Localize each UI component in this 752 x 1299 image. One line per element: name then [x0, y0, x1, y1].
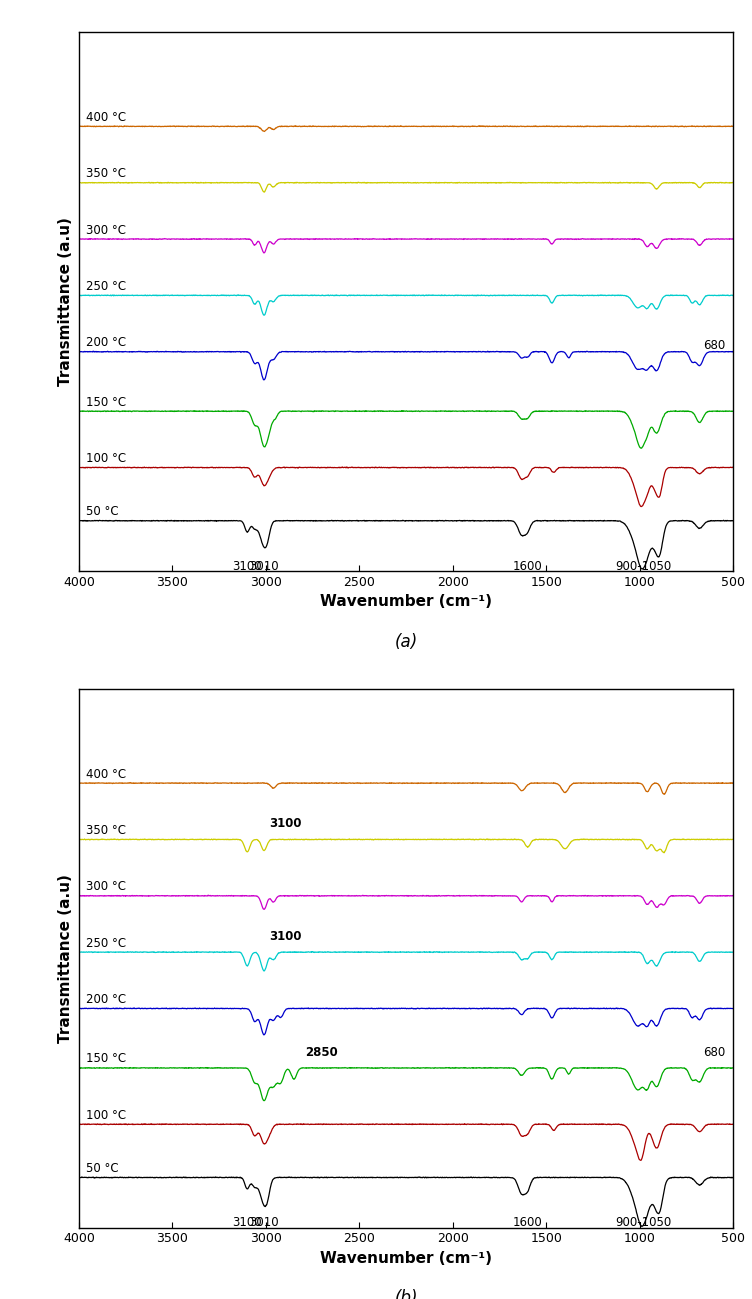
- Text: 50 °C: 50 °C: [86, 1163, 119, 1176]
- Text: 350 °C: 350 °C: [86, 824, 126, 837]
- Text: 100 °C: 100 °C: [86, 1109, 126, 1122]
- Text: 3100: 3100: [232, 1216, 262, 1229]
- Text: 3100: 3100: [270, 817, 302, 830]
- Text: 680: 680: [703, 1046, 726, 1059]
- Text: 680: 680: [703, 339, 726, 352]
- Text: 150 °C: 150 °C: [86, 396, 126, 409]
- Text: 900-1050: 900-1050: [615, 1216, 672, 1229]
- Text: 300 °C: 300 °C: [86, 881, 126, 894]
- X-axis label: Wavenumber (cm⁻¹): Wavenumber (cm⁻¹): [320, 594, 492, 609]
- Text: 300 °C: 300 °C: [86, 223, 126, 236]
- Y-axis label: Transmittance (a.u): Transmittance (a.u): [59, 874, 74, 1043]
- Text: 150 °C: 150 °C: [86, 1052, 126, 1065]
- X-axis label: Wavenumber (cm⁻¹): Wavenumber (cm⁻¹): [320, 1251, 492, 1267]
- Text: 1600: 1600: [513, 560, 542, 573]
- Text: 3100: 3100: [232, 560, 262, 573]
- Y-axis label: Transmittance (a.u): Transmittance (a.u): [59, 217, 74, 386]
- Text: 3010: 3010: [249, 1216, 279, 1229]
- Text: 900-1050: 900-1050: [615, 560, 672, 573]
- Text: 400 °C: 400 °C: [86, 768, 126, 781]
- Text: 50 °C: 50 °C: [86, 505, 119, 518]
- Text: 2850: 2850: [305, 1046, 338, 1059]
- Text: 100 °C: 100 °C: [86, 452, 126, 465]
- Text: (a): (a): [395, 633, 417, 651]
- Text: 3100: 3100: [270, 930, 302, 943]
- Text: 400 °C: 400 °C: [86, 110, 126, 123]
- Text: 200 °C: 200 °C: [86, 992, 126, 1005]
- Text: 1600: 1600: [513, 1216, 542, 1229]
- Text: (b): (b): [394, 1290, 418, 1299]
- Text: 250 °C: 250 °C: [86, 937, 126, 950]
- Text: 250 °C: 250 °C: [86, 279, 126, 292]
- Text: 350 °C: 350 °C: [86, 168, 126, 181]
- Text: 3010: 3010: [249, 560, 279, 573]
- Text: 200 °C: 200 °C: [86, 336, 126, 349]
